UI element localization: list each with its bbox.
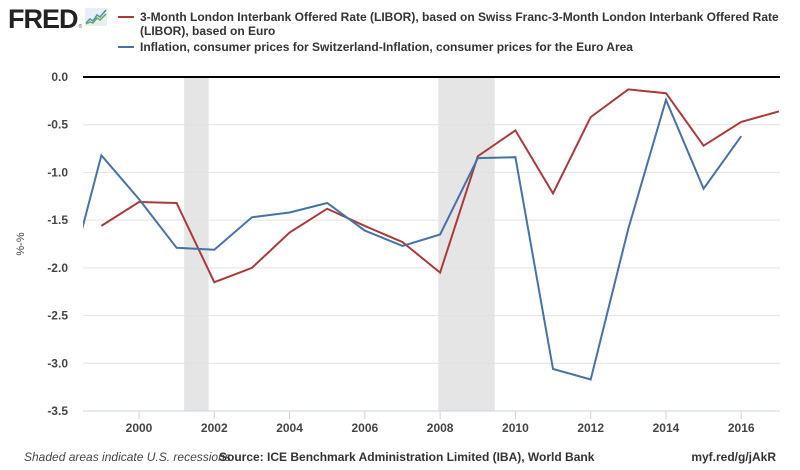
logo-registered-mark: ® [78,24,83,30]
data-series [64,88,780,381]
recession-shading [184,77,495,411]
legend-item-inflation[interactable]: Inflation, consumer prices for Switzerla… [118,40,798,54]
inflation-series-line[interactable] [64,96,743,381]
y-axis-title: %-% [15,232,27,255]
legend-swatch-blue [118,46,134,48]
x-tick-label: 2012 [577,421,604,435]
y-tick-label: -1.0 [47,165,68,179]
y-tick-label: -3.0 [47,356,68,370]
y-tick-label: -1.5 [47,213,68,227]
x-tick-label: 2008 [427,421,454,435]
libor-series-line[interactable] [100,88,780,284]
y-tick-label: 0.0 [51,70,68,84]
x-axis: 2000 2002 2004 2006 2008 2010 2012 2014 2016 [126,411,755,435]
x-tick-label: 2006 [351,421,378,435]
x-tick-label: 2014 [653,421,680,435]
y-tick-label: -2.0 [47,261,68,275]
y-tick-label: -3.5 [47,404,68,418]
short-url-link[interactable]: myf.red/g/jAkR [691,450,776,464]
chart-legend: 3-Month London Interbank Offered Rate (L… [118,10,798,56]
recession-note: Shaded areas indicate U.S. recessions [24,450,231,464]
logo-text: FRED [8,4,78,34]
x-tick-label: 2010 [502,421,529,435]
legend-label: 3-Month London Interbank Offered Rate (L… [140,10,779,38]
legend-swatch-red [118,16,134,18]
x-tick-label: 2004 [276,421,303,435]
y-axis: 0.0 -0.5 -1.0 -1.5 -2.0 -2.5 -3.0 -3.5 [47,70,68,418]
fred-logo[interactable]: FRED ® [8,4,108,34]
y-tick-label: -0.5 [47,118,68,132]
y-tick-label: -2.5 [47,309,68,323]
gridlines [83,76,780,412]
legend-item-libor[interactable]: 3-Month London Interbank Offered Rate (L… [118,10,798,38]
recession-band [438,77,495,411]
x-tick-label: 2000 [126,421,153,435]
legend-label: Inflation, consumer prices for Switzerla… [140,40,633,54]
fred-chart-icon [85,8,108,31]
x-tick-label: 2002 [201,421,228,435]
source-note: Source: ICE Benchmark Administration Lim… [219,450,595,464]
x-tick-label: 2016 [728,421,755,435]
